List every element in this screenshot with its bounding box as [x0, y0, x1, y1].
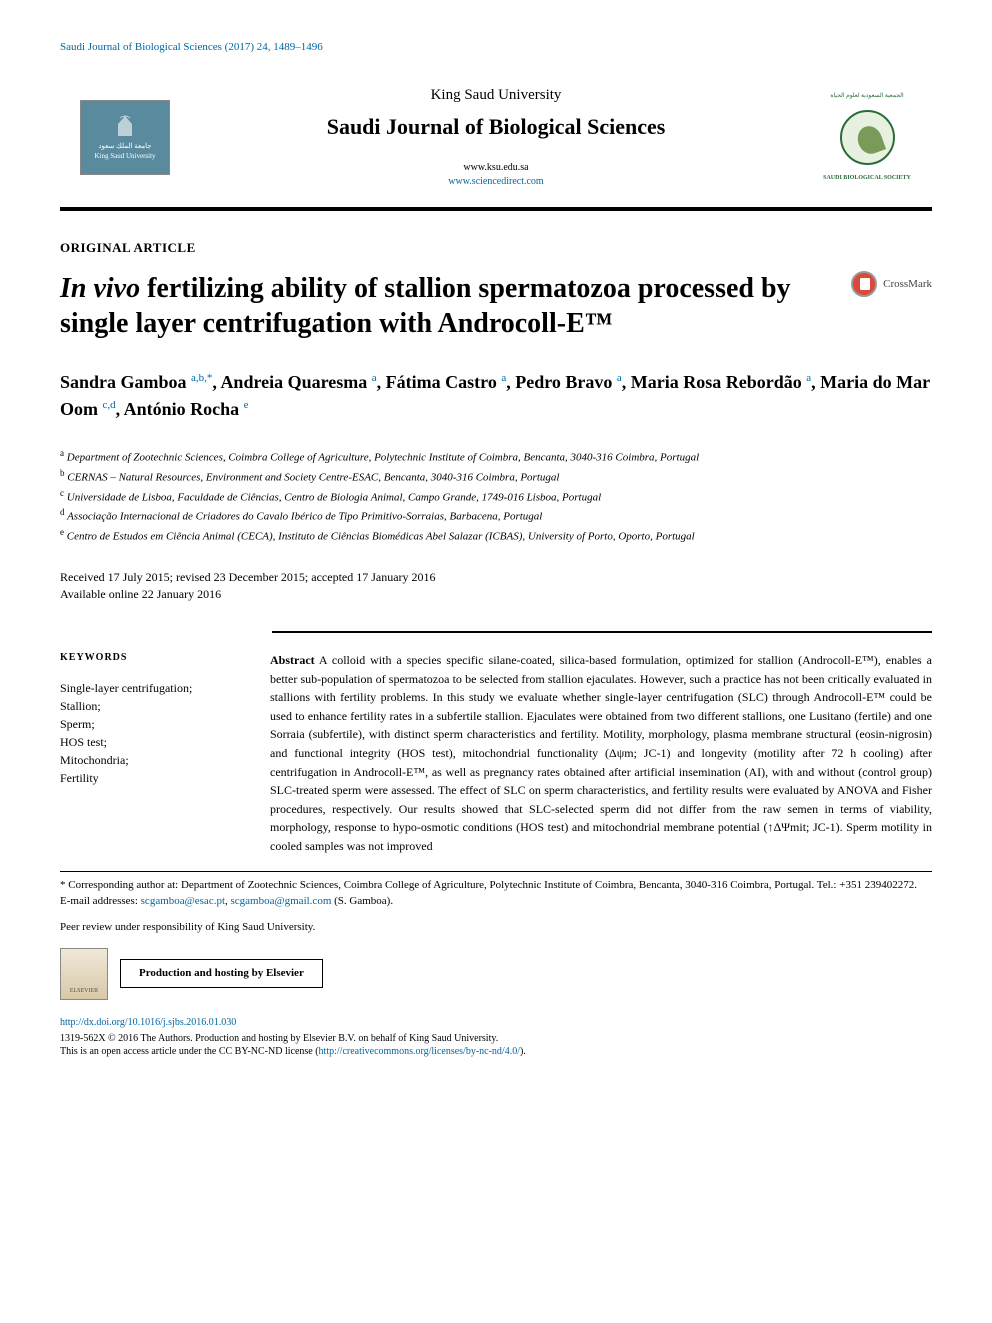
email-link-1[interactable]: scgamboa@esac.pt — [141, 895, 225, 907]
sbs-arabic-text: الجمعية السعودية لعلوم الحياة — [830, 92, 903, 100]
affiliation: e Centro de Estudos em Ciência Animal (C… — [60, 526, 932, 546]
author-aff: a,b,* — [191, 372, 212, 384]
hosting-box: Production and hosting by Elsevier — [120, 959, 323, 988]
crossmark-icon — [851, 271, 877, 297]
sbs-logo: الجمعية السعودية لعلوم الحياة SAUDI BIOL… — [822, 92, 912, 182]
author: Maria Rosa Rebordão — [631, 372, 802, 392]
email-label: E-mail addresses: — [60, 895, 141, 907]
affiliations: a Department of Zootechnic Sciences, Coi… — [60, 447, 932, 545]
keywords-list: Single-layer centrifugation; Stallion; S… — [60, 679, 240, 787]
author-aff: a — [372, 372, 377, 384]
author-aff: a — [501, 372, 506, 384]
footer-rule — [60, 871, 932, 872]
affiliation: b CERNAS – Natural Resources, Environmen… — [60, 467, 932, 487]
author-aff: a — [617, 372, 622, 384]
corresponding-author: * Corresponding author at: Department of… — [60, 878, 932, 910]
affiliation: d Associação Internacional de Criadores … — [60, 506, 932, 526]
author-aff: e — [244, 399, 249, 411]
abstract-label: Abstract — [270, 653, 315, 667]
author: Sandra Gamboa — [60, 372, 187, 392]
author-aff: a — [806, 372, 811, 384]
corresponding-text: Corresponding author at: Department of Z… — [68, 879, 917, 891]
authors-list: Sandra Gamboa a,b,*, Andreia Quaresma a,… — [60, 369, 932, 423]
dates-received: Received 17 July 2015; revised 23 Decemb… — [60, 569, 932, 586]
university-name: King Saud University — [170, 85, 822, 106]
affiliation: a Department of Zootechnic Sciences, Coi… — [60, 447, 932, 467]
ksu-crest-icon — [110, 112, 140, 142]
sbs-english-text: SAUDI BIOLOGICAL SOCIETY — [823, 174, 911, 182]
keywords-heading: KEYWORDS — [60, 651, 240, 665]
title-row: In vivo fertilizing ability of stallion … — [60, 271, 932, 341]
journal-url-ksu: www.ksu.edu.sa — [170, 161, 822, 175]
abstract-column: Abstract A colloid with a species specif… — [270, 651, 932, 856]
title-rest: fertilizing ability of stallion spermato… — [60, 273, 791, 339]
article-dates: Received 17 July 2015; revised 23 Decemb… — [60, 569, 932, 603]
doi-link[interactable]: http://dx.doi.org/10.1016/j.sjbs.2016.01… — [60, 1016, 932, 1030]
abstract-text: A colloid with a species specific silane… — [270, 653, 932, 853]
cc-license-link[interactable]: http://creativecommons.org/licenses/by-n… — [319, 1046, 520, 1057]
journal-url-sciencedirect[interactable]: www.sciencedirect.com — [170, 175, 822, 189]
header-rule — [60, 207, 932, 211]
corresponding-star: * — [60, 879, 68, 891]
sbs-emblem-icon — [840, 110, 895, 165]
article-title: In vivo fertilizing ability of stallion … — [60, 271, 851, 341]
crossmark-label: CrossMark — [883, 277, 932, 292]
elsevier-logo-icon: ELSEVIER — [60, 948, 108, 1000]
journal-name: Saudi Journal of Biological Sciences — [170, 112, 822, 143]
author-aff: c,d — [103, 399, 116, 411]
article-type: ORIGINAL ARTICLE — [60, 239, 932, 257]
ksu-logo-text: جامعة الملك سعود King Saud University — [94, 142, 155, 162]
ksu-logo: جامعة الملك سعود King Saud University — [80, 100, 170, 175]
keywords-column: KEYWORDS Single-layer centrifugation; St… — [60, 651, 240, 856]
copyright-line-1: 1319-562X © 2016 The Authors. Production… — [60, 1032, 932, 1046]
dates-online: Available online 22 January 2016 — [60, 586, 932, 603]
copyright-block: 1319-562X © 2016 The Authors. Production… — [60, 1032, 932, 1059]
author: Fátima Castro — [386, 372, 497, 392]
copyright-line-2: This is an open access article under the… — [60, 1045, 932, 1059]
author: Pedro Bravo — [515, 372, 612, 392]
running-header: Saudi Journal of Biological Sciences (20… — [60, 40, 932, 55]
abstract-top-rule — [272, 631, 932, 633]
crossmark-badge[interactable]: CrossMark — [851, 271, 932, 297]
affiliation: c Universidade de Lisboa, Faculdade de C… — [60, 487, 932, 507]
abstract-section: KEYWORDS Single-layer centrifugation; St… — [60, 651, 932, 856]
peer-review-note: Peer review under responsibility of King… — [60, 920, 932, 935]
journal-header: جامعة الملك سعود King Saud University Ki… — [60, 75, 932, 199]
elsevier-block: ELSEVIER Production and hosting by Elsev… — [60, 948, 932, 1000]
email-link-2[interactable]: scgamboa@gmail.com — [231, 895, 332, 907]
journal-title-block: King Saud University Saudi Journal of Bi… — [170, 85, 822, 189]
author: António Rocha — [124, 399, 240, 419]
title-italic-part: In vivo — [60, 273, 140, 304]
author: Andreia Quaresma — [220, 372, 367, 392]
